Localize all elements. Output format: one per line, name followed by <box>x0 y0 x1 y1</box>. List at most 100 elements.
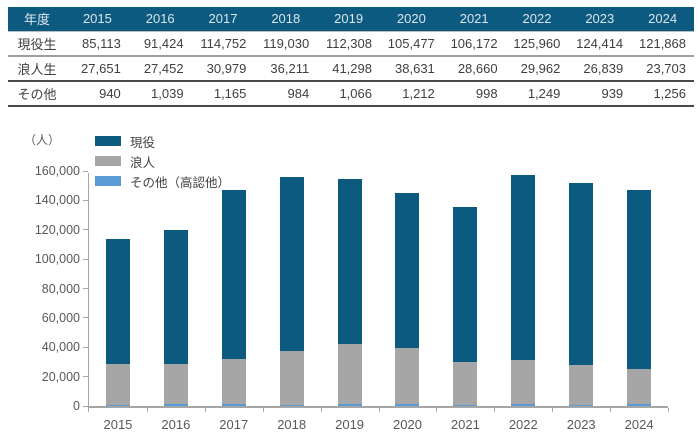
y-axis-tick <box>83 170 88 172</box>
table-cell: 85,113 <box>66 31 129 57</box>
bar-segment <box>163 404 188 406</box>
bar-slot: 2024 <box>610 173 670 432</box>
x-axis-label: 2019 <box>335 417 365 432</box>
x-axis-tick <box>610 408 612 412</box>
y-axis-tick <box>83 199 88 201</box>
table-row: 浪人生 27,651 27,452 30,979 36,211 41,298 38,631 2… <box>8 56 694 82</box>
bar-segment <box>279 351 304 405</box>
table-header-year: 2017 <box>191 7 255 32</box>
table-header-year: 2016 <box>128 7 192 32</box>
table-cell: 1,165 <box>191 81 255 107</box>
x-axis-label: 2018 <box>277 417 307 432</box>
x-axis-tick <box>436 408 438 412</box>
bar-slot: 2015 <box>88 173 148 432</box>
legend-item: 浪人 <box>95 151 230 171</box>
table-header-row: 年度 2015 2016 2017 2018 2019 2020 2021 2022 2023 20… <box>8 7 694 32</box>
x-axis-label: 2020 <box>393 417 422 432</box>
table-cell: 105,477 <box>379 31 443 57</box>
legend-label: 浪人 <box>130 155 156 170</box>
table-header-year: 2022 <box>505 7 569 32</box>
bar-segment <box>163 229 188 365</box>
y-axis-tick <box>83 229 88 231</box>
row-label: 現役生 <box>8 31 66 57</box>
stacked-bar <box>627 190 652 406</box>
table-cell: 36,211 <box>254 56 318 82</box>
y-axis-tick <box>83 346 88 348</box>
table-cell: 125,960 <box>505 31 569 57</box>
table-header-year: 2024 <box>631 7 694 32</box>
bar-segment <box>627 404 652 406</box>
legend-label: 現役 <box>130 135 156 150</box>
x-axis-label: 2017 <box>219 417 249 432</box>
y-axis-tick <box>83 376 88 378</box>
x-axis-tick <box>494 408 496 412</box>
row-label: 浪人生 <box>8 56 66 82</box>
bar-segment <box>627 369 652 405</box>
table-cell: 984 <box>254 81 318 107</box>
table-cell: 26,839 <box>568 56 632 82</box>
table-cell: 939 <box>568 81 632 107</box>
bar-segment <box>279 404 304 406</box>
legend-swatch <box>95 176 121 186</box>
chart-legend: 現役 浪人 その他（高認他） <box>95 131 230 191</box>
bar-segment <box>337 404 362 406</box>
bar-segment <box>511 360 536 405</box>
bar-segment <box>105 404 130 406</box>
bar-segment <box>395 347 420 405</box>
table-body: 現役生 85,113 91,424 114,752 119,030 112,308 105,… <box>8 31 694 107</box>
table-cell: 1,212 <box>379 81 443 107</box>
y-axis-label: 160,000 <box>34 164 80 178</box>
bar-slot: 2016 <box>147 173 206 432</box>
y-axis-tick <box>83 288 88 289</box>
legend-item: 現役 <box>95 131 230 151</box>
table-header-year: 2021 <box>442 7 506 32</box>
bar-segment <box>569 404 594 406</box>
legend-swatch <box>95 156 121 166</box>
y-axis-tick <box>83 258 88 260</box>
stacked-bar <box>569 182 594 406</box>
bar-segment <box>221 358 246 405</box>
stacked-bar <box>337 178 362 406</box>
bar-segment <box>511 404 536 406</box>
table-cell: 38,631 <box>379 56 443 82</box>
table-cell: 1,039 <box>128 81 192 107</box>
bar-slot: 2019 <box>321 173 380 432</box>
bar-slot: 2020 <box>379 173 438 432</box>
y-axis-label: 60,000 <box>41 310 80 325</box>
y-axis-label: 140,000 <box>34 193 80 208</box>
table-cell: 23,703 <box>631 56 694 82</box>
y-axis-label: 80,000 <box>41 281 80 296</box>
table-cell: 121,868 <box>631 31 694 57</box>
x-axis-tick <box>320 408 322 412</box>
x-axis-tick <box>378 408 380 412</box>
table-cell: 112,308 <box>317 31 380 57</box>
bar-segment <box>627 190 652 370</box>
bar-segment <box>569 365 594 405</box>
table-cell: 29,962 <box>505 56 569 82</box>
x-axis-label: 2015 <box>103 417 133 432</box>
bar-slot: 2023 <box>552 173 612 432</box>
stacked-bar <box>395 192 420 406</box>
table-header: 年度 2015 2016 2017 2018 2019 2020 2021 2022 2023 20… <box>8 7 694 32</box>
x-axis-label: 2022 <box>508 417 538 432</box>
table-cell: 1,256 <box>631 81 694 107</box>
x-axis-tick <box>262 408 264 412</box>
x-axis-tick <box>204 408 206 412</box>
y-axis-label: 120,000 <box>34 222 80 237</box>
table-cell: 28,660 <box>442 56 506 82</box>
table-cell: 1,066 <box>317 81 380 107</box>
bar-slot: 2021 <box>436 173 496 432</box>
stacked-bar <box>279 176 304 406</box>
bar-slot: 2017 <box>205 173 264 432</box>
table-cell: 30,979 <box>191 56 255 82</box>
table-row: 現役生 85,113 91,424 114,752 119,030 112,308 105,… <box>8 31 694 57</box>
x-axis-tick <box>668 408 670 412</box>
x-axis-label: 2024 <box>624 417 654 432</box>
y-axis-tick <box>83 405 88 407</box>
legend-swatch <box>95 136 121 146</box>
results-table: 年度 2015 2016 2017 2018 2019 2020 2021 2022 2023 20… <box>8 7 694 107</box>
table-header-year-label: 年度 <box>8 7 66 32</box>
bar-segment <box>337 343 362 405</box>
bars-container: 2015 2016 2017 2018 2019 2020 2021 2022 2023 2024 <box>88 173 670 432</box>
